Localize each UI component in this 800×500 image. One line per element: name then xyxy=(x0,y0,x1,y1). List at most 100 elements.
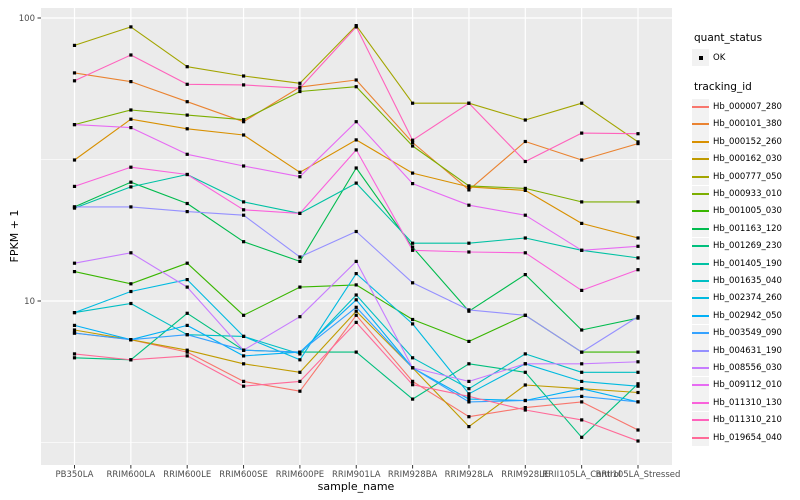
data-point xyxy=(523,186,527,190)
legend-key xyxy=(692,220,709,238)
data-point xyxy=(242,133,246,137)
data-point xyxy=(298,285,302,289)
data-point xyxy=(580,328,584,332)
x-tick-label: RRII105LA_Control xyxy=(542,470,621,480)
data-point xyxy=(242,120,246,124)
legend-item: Hb_000162_030 xyxy=(692,150,798,168)
data-point xyxy=(298,350,302,354)
data-point xyxy=(467,188,471,192)
data-point xyxy=(185,348,189,352)
legend-item: Hb_011310_210 xyxy=(692,411,798,429)
data-point xyxy=(354,148,358,152)
legend-item: Hb_011310_130 xyxy=(692,394,798,412)
data-point xyxy=(185,172,189,177)
legend-title-tracking-id: tracking_id xyxy=(694,81,752,94)
legend-key xyxy=(692,429,709,446)
data-point xyxy=(185,354,189,358)
data-point xyxy=(185,65,189,69)
data-point xyxy=(298,389,302,393)
legend-key xyxy=(692,133,709,151)
data-point xyxy=(636,382,640,386)
data-point xyxy=(411,379,415,383)
data-point xyxy=(72,323,77,327)
data-point xyxy=(242,334,246,338)
legend-key xyxy=(692,168,709,186)
data-point xyxy=(580,200,584,204)
data-point xyxy=(636,350,640,354)
legend-line-icon xyxy=(692,419,709,422)
legend-item-label: Hb_003549_090 xyxy=(713,328,782,339)
data-point xyxy=(298,86,302,90)
data-point xyxy=(185,350,189,354)
legend-item-ok: OK xyxy=(692,49,798,67)
legend: quant_status OK tracking_id Hb_000007_28… xyxy=(692,30,798,446)
legend-line-icon xyxy=(692,332,709,335)
y-tick-label: 10 xyxy=(24,297,35,307)
legend-item-label: Hb_000777_050 xyxy=(713,171,782,182)
data-point xyxy=(242,384,246,388)
data-point xyxy=(523,408,527,412)
data-point xyxy=(354,313,358,317)
data-point xyxy=(636,439,640,443)
data-point xyxy=(411,248,415,252)
data-point xyxy=(523,398,527,403)
data-point xyxy=(129,301,133,306)
legend-key xyxy=(692,376,709,394)
legend-key xyxy=(692,342,709,360)
legend-item: Hb_000933_010 xyxy=(692,185,798,203)
data-point xyxy=(185,201,189,206)
legend-line-icon xyxy=(692,245,709,248)
data-point xyxy=(467,379,471,383)
data-point xyxy=(523,362,527,366)
data-point xyxy=(467,101,471,105)
data-point xyxy=(129,126,133,130)
x-tick-label: RRIM901LA xyxy=(332,470,381,480)
data-point xyxy=(242,313,246,317)
data-point xyxy=(185,113,189,117)
data-point xyxy=(242,348,246,352)
legend-item-label: Hb_011310_210 xyxy=(713,415,782,426)
data-point xyxy=(580,248,584,252)
legend-line-icon xyxy=(692,384,709,387)
data-point xyxy=(523,406,527,410)
data-point xyxy=(354,120,358,124)
legend-line-icon xyxy=(692,158,709,161)
data-point xyxy=(467,415,471,419)
data-point xyxy=(636,268,640,272)
legend-line-icon xyxy=(692,297,709,300)
x-axis-title: sample_name xyxy=(317,480,395,493)
legend-title-quant-status: quant_status xyxy=(694,32,763,44)
x-tick-label: RRII105LA_Stressed xyxy=(596,470,681,480)
legend-item: Hb_002374_260 xyxy=(692,289,798,307)
legend-key xyxy=(692,307,709,325)
data-point xyxy=(72,311,77,315)
data-point xyxy=(72,270,77,274)
data-point xyxy=(580,350,584,354)
data-point xyxy=(523,370,527,374)
data-point xyxy=(467,425,471,429)
legend-key xyxy=(692,237,709,255)
data-point xyxy=(185,323,189,327)
legend-key xyxy=(692,324,709,342)
data-point xyxy=(242,362,246,366)
data-point xyxy=(523,159,527,164)
data-point xyxy=(523,236,527,240)
legend-line-icon xyxy=(692,140,709,143)
legend-item: Hb_001269_230 xyxy=(692,237,798,255)
data-point xyxy=(411,356,415,360)
legend-item-label: Hb_004631_190 xyxy=(713,345,782,356)
data-point xyxy=(298,259,302,263)
data-point xyxy=(467,387,471,391)
legend-key xyxy=(692,185,709,203)
data-point xyxy=(129,108,133,112)
data-point xyxy=(185,82,189,86)
legend-item-label: OK xyxy=(713,52,726,63)
data-point xyxy=(298,211,302,215)
data-point xyxy=(636,390,640,395)
data-point xyxy=(129,251,133,255)
data-point xyxy=(129,185,133,189)
data-point xyxy=(354,181,358,185)
data-point xyxy=(242,118,246,122)
x-tick-label: RRIM600LA xyxy=(107,470,156,480)
data-point xyxy=(636,142,640,146)
